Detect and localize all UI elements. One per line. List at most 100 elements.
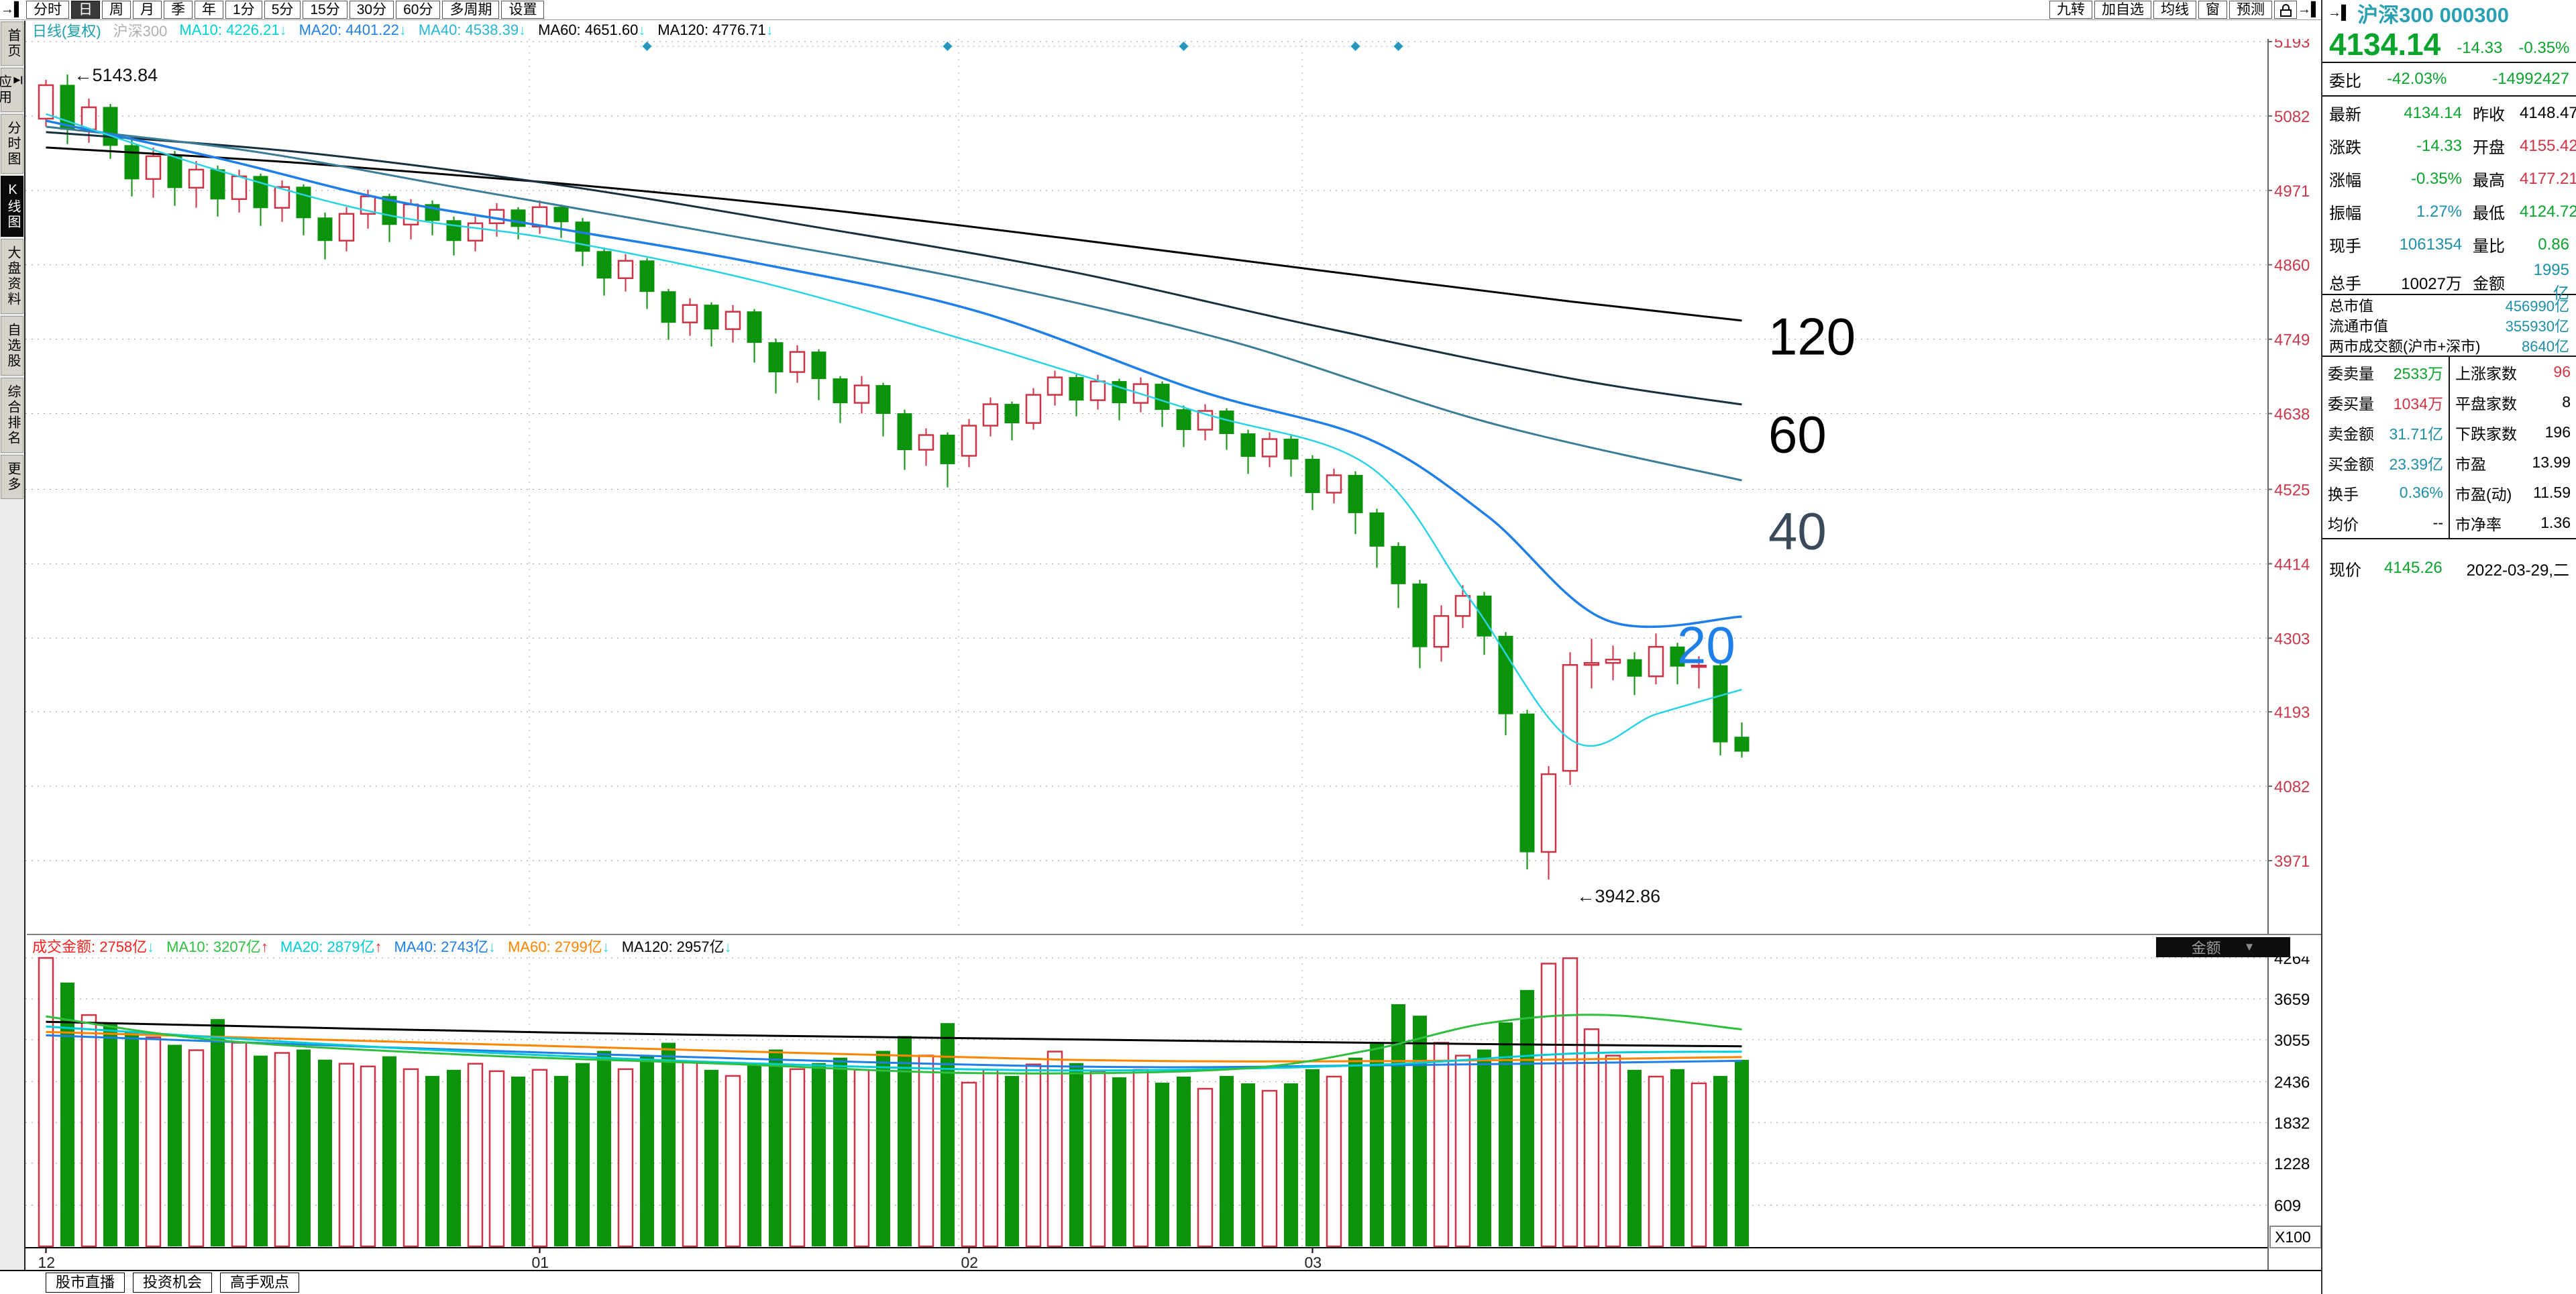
period-tab-月[interactable]: 月: [133, 1, 162, 19]
period-tab-日[interactable]: 日: [71, 1, 100, 19]
volume-ma-label: MA10: 3207亿↑: [166, 938, 268, 955]
volume-bar-down: [254, 1055, 268, 1246]
current-price-value: 4145.26: [2384, 559, 2443, 577]
stat-value: 8640亿: [2522, 338, 2569, 355]
volume-unit-box: [2269, 1226, 2321, 1248]
sidebar-item-首页[interactable]: 首页: [1, 21, 23, 66]
tool-button-九转[interactable]: 九转: [2049, 1, 2092, 19]
period-tab-周[interactable]: 周: [102, 1, 131, 19]
event-marker-icon[interactable]: [1179, 42, 1189, 51]
candle-up: [1583, 661, 1600, 666]
candle-down: [103, 107, 118, 146]
stat-value: 355930亿: [2505, 318, 2569, 335]
stat-value: 0.36%: [2399, 484, 2443, 501]
symbol-title[interactable]: 沪深300 000300: [2357, 3, 2509, 27]
price-axis-label: 4638: [2274, 406, 2310, 424]
pair-row: 换手 0.36% 市盈(动) 11.59: [2322, 478, 2576, 508]
volume-bar-up: [1132, 1069, 1149, 1248]
stat-label: 均价: [2328, 515, 2359, 533]
event-marker-icon[interactable]: [943, 42, 953, 51]
candle-down: [596, 251, 612, 279]
sidebar-item-分时图[interactable]: 分时图: [1, 114, 23, 174]
candle-down: [1519, 713, 1535, 853]
volume-bar-chart[interactable]: 4264 3659 3055 2436 1832 1228 609 12 01 02 03 X100: [25, 957, 2321, 1270]
quote-row: 振幅 1.27% 最低 4124.72: [2322, 195, 2576, 228]
tool-button-窗[interactable]: 窗: [2198, 1, 2227, 19]
sidebar-item-应用[interactable]: ▶| 应用: [0, 68, 23, 112]
down-arrow-icon: ↓: [638, 21, 646, 38]
dock-arrow-icon[interactable]: →▌: [0, 2, 24, 17]
candle-up: [1562, 663, 1578, 772]
stat-label: 昨收: [2473, 106, 2505, 124]
candle-up: [853, 384, 870, 404]
period-tab-分时[interactable]: 分时: [26, 1, 69, 19]
volume-bar-down: [597, 1050, 611, 1246]
period-tab-季[interactable]: 季: [164, 1, 193, 19]
tool-button-加自选[interactable]: 加自选: [2094, 1, 2151, 19]
panel-dock-icon[interactable]: →▌: [2328, 5, 2351, 20]
stat-label: 涨幅: [2329, 172, 2361, 190]
stat-label: 量比: [2473, 237, 2505, 256]
collapse-panel-icon[interactable]: →▌: [2297, 2, 2321, 17]
period-tab-15分[interactable]: 15分: [303, 1, 347, 19]
stat-label: 两市成交额(沪市+深市): [2329, 338, 2481, 355]
indicator-dropdown[interactable]: 金额 ▼: [2156, 937, 2290, 957]
quote-row: 最新 4134.14 昨收 4148.47: [2322, 97, 2576, 129]
divider: [2322, 538, 2576, 539]
candle-down: [1734, 737, 1750, 752]
candle-up: [1326, 474, 1342, 494]
sidebar-item-自选股[interactable]: 自选股: [1, 316, 23, 376]
stat-label: 最新: [2329, 106, 2361, 124]
status-tab-高手观点[interactable]: 高手观点: [220, 1273, 300, 1293]
lock-icon[interactable]: [2274, 1, 2297, 19]
stat-label: 开盘: [2473, 139, 2505, 157]
status-tab-投资机会[interactable]: 投资机会: [133, 1273, 213, 1293]
price-axis-label: 4193: [2274, 704, 2310, 722]
tool-button-预测[interactable]: 预测: [2229, 1, 2272, 19]
tool-button-均线[interactable]: 均线: [2153, 1, 2196, 19]
volume-bar-up: [789, 1068, 806, 1248]
period-tab-设置[interactable]: 设置: [501, 1, 545, 19]
stat-value: 10027万: [2401, 275, 2462, 293]
period-tab-1分[interactable]: 1分: [225, 1, 262, 19]
event-marker-icon[interactable]: [1350, 42, 1360, 51]
status-tab-股市直播[interactable]: 股市直播: [46, 1273, 125, 1293]
quote-panel-header: →▌ 沪深300 000300: [2322, 0, 2576, 27]
pair-row: 委买量 1034万 平盘家数 8: [2322, 387, 2576, 417]
candle-down: [661, 291, 676, 323]
period-tab-60分[interactable]: 60分: [396, 1, 441, 19]
sidebar-item-K线图[interactable]: K线图: [1, 176, 23, 237]
ma-line-MA10: [46, 113, 1742, 747]
event-marker-icon[interactable]: [642, 42, 652, 51]
stat-label: 委卖量: [2328, 364, 2374, 382]
volume-bar-down: [1069, 1063, 1083, 1246]
event-marker-icon[interactable]: [1393, 42, 1403, 51]
ma-label: MA120: 4776.71↓: [657, 21, 773, 38]
stat-value: 23.39亿: [2389, 455, 2443, 473]
period-tab-5分[interactable]: 5分: [264, 1, 301, 19]
ma-line-MA40: [46, 125, 1742, 482]
weibi-diff-value: -14992427: [2492, 70, 2569, 88]
price-axis-label: 3971: [2274, 853, 2310, 871]
candle-down: [639, 260, 655, 292]
ma-line-MA20: [46, 119, 1742, 629]
stat-value: 13.99: [2532, 453, 2571, 471]
volume-bar-down: [1713, 1075, 1727, 1246]
period-tab-多周期[interactable]: 多周期: [442, 1, 500, 19]
stat-label: 市盈: [2455, 455, 2486, 473]
volume-bar-down: [168, 1044, 182, 1246]
down-arrow-icon: ↓: [488, 938, 496, 955]
sidebar-item-更多[interactable]: 更多: [1, 455, 23, 499]
stat-value: 0.86: [2538, 235, 2569, 254]
sidebar-item-大盘资料[interactable]: 大盘资料: [1, 239, 23, 314]
candle-down: [1477, 595, 1492, 637]
candle-down: [1112, 381, 1127, 404]
period-tab-年[interactable]: 年: [195, 1, 223, 19]
sidebar-item-综合排名[interactable]: 综合排名: [1, 378, 23, 453]
volume-axis-label: 2436: [2274, 1073, 2310, 1091]
candle-up: [961, 425, 977, 457]
volume-bar-up: [1046, 1050, 1063, 1248]
main-candlestick-chart[interactable]: 5193 5082 4971 4860 4749 4638 4525 4414 4303 4193…: [25, 39, 2321, 934]
period-tab-30分[interactable]: 30分: [349, 1, 394, 19]
pair-row: 均价 -- 市净率 1.36: [2322, 508, 2576, 538]
